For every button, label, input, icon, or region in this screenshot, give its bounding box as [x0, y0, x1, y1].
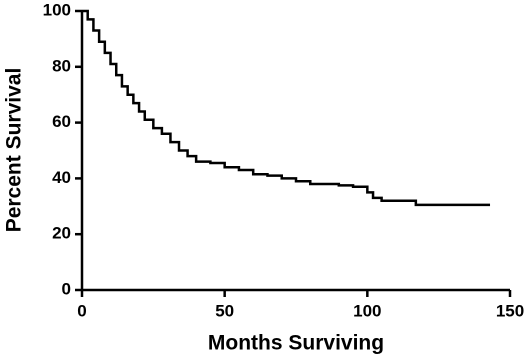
x-tick-label: 50: [215, 301, 234, 320]
y-tick-label: 60: [52, 112, 71, 131]
y-tick-label: 40: [52, 168, 71, 187]
y-tick-label: 100: [43, 0, 71, 19]
x-tick-label: 100: [353, 301, 381, 320]
x-tick-label: 150: [496, 301, 524, 320]
y-axis-title: Percent Survival: [3, 68, 26, 233]
y-tick-label: 0: [62, 279, 71, 298]
y-tick-label: 80: [52, 56, 71, 75]
x-tick-label: 0: [77, 301, 86, 320]
y-tick-label: 20: [52, 224, 71, 243]
survival-line: [82, 9, 491, 207]
x-axis-title: Months Surviving: [208, 332, 384, 355]
